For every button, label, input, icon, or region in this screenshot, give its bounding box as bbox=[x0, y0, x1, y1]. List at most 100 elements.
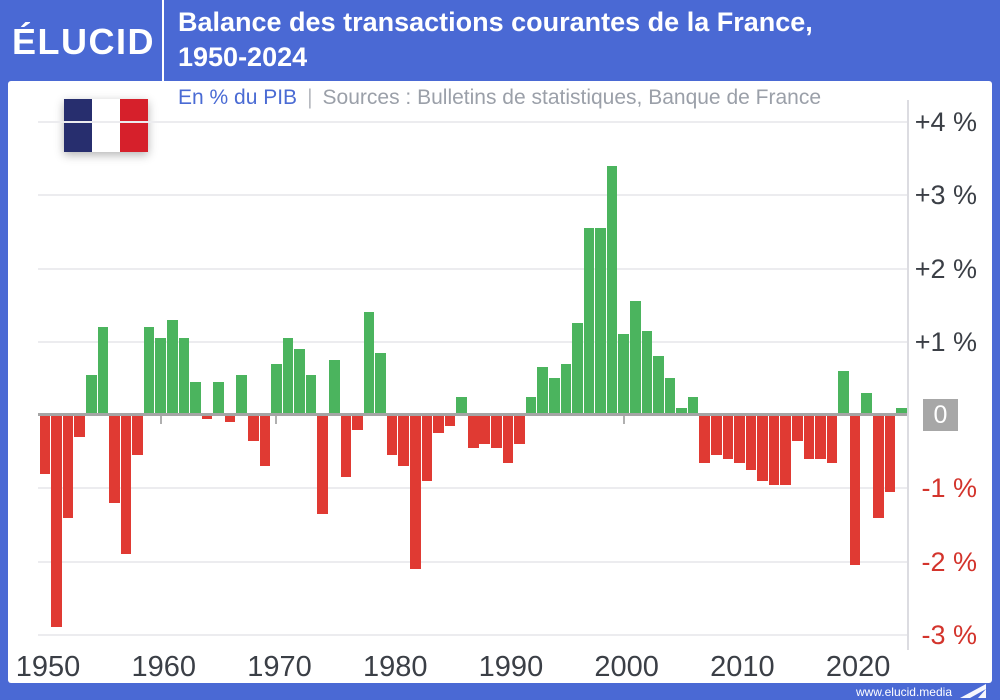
bar-1973 bbox=[305, 374, 317, 415]
bar-2002 bbox=[641, 330, 653, 415]
bar-1991 bbox=[514, 415, 525, 445]
bar-2001 bbox=[629, 301, 641, 415]
y-axis-zero-badge: 0 bbox=[923, 399, 958, 431]
chart-subtitle: En % du PIB | Sources : Bulletins de stati… bbox=[178, 86, 821, 110]
bar-1985 bbox=[444, 415, 456, 426]
bar-1996 bbox=[572, 323, 583, 415]
bar-2013 bbox=[768, 415, 780, 485]
bar-2018 bbox=[826, 415, 838, 463]
bar-1968 bbox=[248, 415, 259, 441]
bar-1955 bbox=[97, 327, 109, 415]
elucid-logo: ÉLUCID bbox=[12, 21, 155, 62]
bar-1962 bbox=[178, 338, 190, 415]
gridline-4pct bbox=[38, 121, 907, 123]
title-line-1: Balance des transactions courantes de la… bbox=[178, 7, 813, 37]
bar-2008 bbox=[710, 415, 722, 456]
gridline--1pct bbox=[38, 487, 907, 490]
subtitle-unit: En % du PIB bbox=[178, 86, 298, 109]
bar-2015 bbox=[791, 415, 803, 441]
bar-1997 bbox=[583, 228, 595, 415]
bar-1967 bbox=[236, 374, 248, 415]
x-axis-label-2020: 2020 bbox=[825, 651, 891, 683]
bar-1990 bbox=[502, 415, 514, 463]
bar-2005 bbox=[676, 407, 687, 415]
gridline-1pct bbox=[38, 340, 907, 343]
bar-1974 bbox=[317, 415, 329, 514]
x-axis-label-1970: 1970 bbox=[247, 651, 312, 683]
y-axis-label--3pct: -3 % bbox=[921, 619, 977, 650]
bar-1965 bbox=[213, 382, 224, 415]
footer-band bbox=[0, 683, 1000, 700]
plot-right-border bbox=[907, 100, 909, 650]
title-line-2: 1950-2024 bbox=[178, 42, 308, 72]
bar-1988 bbox=[479, 415, 491, 445]
bar-1984 bbox=[433, 415, 444, 434]
bar-1950 bbox=[39, 415, 51, 474]
x-tick-1970 bbox=[275, 415, 278, 424]
bar-1963 bbox=[190, 382, 201, 415]
x-axis-label-1980: 1980 bbox=[362, 651, 428, 683]
bar-1961 bbox=[167, 319, 178, 415]
bar-2006 bbox=[687, 396, 699, 415]
gridline--3pct bbox=[38, 633, 907, 636]
bar-1979 bbox=[375, 352, 386, 415]
bar-1975 bbox=[329, 360, 340, 415]
zero-axis-line bbox=[38, 413, 907, 416]
bar-1986 bbox=[456, 396, 467, 415]
bar-1982 bbox=[410, 415, 421, 569]
bar-2017 bbox=[815, 415, 826, 459]
flag-stripe-white bbox=[92, 99, 120, 152]
flag-stripe-red bbox=[120, 99, 148, 152]
bar-1951 bbox=[51, 415, 62, 628]
bar-1998 bbox=[595, 228, 606, 415]
bar-1953 bbox=[74, 415, 85, 437]
bar-2024 bbox=[896, 407, 907, 415]
y-axis-label-4pct: +4 % bbox=[914, 107, 977, 137]
x-axis-label-1990: 1990 bbox=[478, 651, 544, 683]
bar-2009 bbox=[722, 415, 734, 459]
bar-1956 bbox=[109, 415, 120, 503]
bar-1957 bbox=[120, 415, 132, 555]
elucid-arrow-icon bbox=[960, 684, 986, 698]
flag-stripe-blue bbox=[64, 99, 92, 152]
bar-1981 bbox=[398, 415, 410, 467]
bar-1960 bbox=[155, 338, 167, 415]
bar-1972 bbox=[294, 349, 305, 415]
bar-1977 bbox=[352, 415, 363, 430]
bar-1978 bbox=[363, 312, 375, 415]
x-tick-1960 bbox=[159, 415, 162, 424]
bar-1987 bbox=[467, 415, 479, 448]
page-title: Balance des transactions courantes de la… bbox=[178, 5, 978, 75]
gridline-3pct bbox=[38, 194, 907, 197]
y-axis-label-2pct: +2 % bbox=[914, 253, 977, 284]
y-axis-label-1pct: +1 % bbox=[914, 326, 977, 357]
france-flag-icon bbox=[64, 99, 148, 152]
y-axis-label-3pct: +3 % bbox=[914, 180, 977, 211]
x-axis-label-2000: 2000 bbox=[594, 651, 659, 683]
bar-1971 bbox=[282, 338, 294, 415]
header-divider bbox=[162, 0, 164, 81]
bar-1992 bbox=[525, 396, 537, 415]
x-axis-label-1950: 1950 bbox=[15, 651, 81, 683]
bar-1954 bbox=[85, 374, 97, 415]
bar-1964 bbox=[201, 415, 213, 419]
bar-1989 bbox=[491, 415, 502, 448]
subtitle-separator: | bbox=[307, 86, 313, 109]
bar-1958 bbox=[132, 415, 143, 456]
bar-2004 bbox=[664, 378, 676, 415]
bar-2014 bbox=[780, 415, 791, 485]
bar-1980 bbox=[386, 415, 398, 456]
bar-2003 bbox=[653, 356, 664, 415]
gridline-2pct bbox=[38, 267, 907, 270]
bar-1969 bbox=[259, 415, 271, 467]
bar-2022 bbox=[872, 415, 884, 518]
bar-2011 bbox=[745, 415, 757, 470]
bar-1952 bbox=[62, 415, 74, 518]
bar-2019 bbox=[838, 371, 849, 415]
bar-1994 bbox=[548, 378, 560, 415]
y-axis-label--1pct: -1 % bbox=[921, 473, 977, 504]
y-axis-label--2pct: -2 % bbox=[921, 546, 977, 577]
subtitle-sources: Sources : Bulletins de statistiques, Ban… bbox=[322, 86, 821, 109]
bar-1999 bbox=[606, 165, 618, 415]
